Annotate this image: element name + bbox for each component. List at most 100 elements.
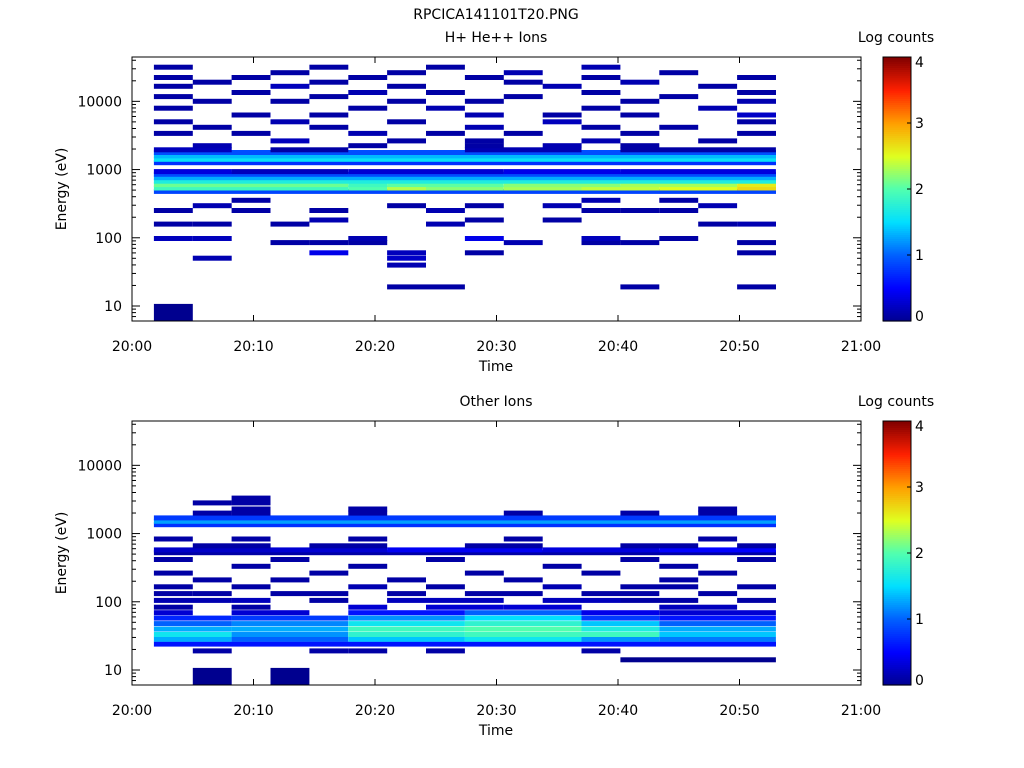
colorbar-segment [883, 460, 911, 463]
heatmap-cell [503, 510, 543, 516]
colorbar-segment [883, 610, 911, 614]
colorbar-segment [883, 240, 911, 244]
heatmap-cell [309, 597, 349, 603]
heatmap-cell [309, 208, 349, 213]
colorbar: 0 1 2 3 4 [882, 419, 924, 689]
colorbar-segment [883, 281, 911, 285]
heatmap-cell [464, 112, 504, 118]
heatmap-cell [464, 636, 582, 642]
heatmap-cell [270, 138, 310, 144]
heatmap-cell [698, 510, 738, 516]
heatmap-cell [387, 597, 504, 603]
heatmap-cell [426, 584, 465, 590]
heatmap-cell [387, 577, 426, 583]
colorbar-segment [883, 596, 911, 599]
colorbar-segment [883, 526, 911, 529]
colorbar-segment [883, 503, 911, 507]
heatmap-cell [503, 185, 582, 191]
heatmap-cell [153, 188, 776, 194]
colorbar-tick-label: 1 [915, 612, 924, 628]
colorbar-segment [883, 443, 911, 447]
colorbar-segment [883, 170, 911, 174]
colorbar-segment [883, 627, 911, 630]
colorbar-segment [883, 277, 911, 281]
heatmap-cell [309, 112, 349, 118]
colorbar-segment [883, 246, 911, 250]
heatmap-cell [659, 626, 776, 632]
colorbar-tick-label: 3 [915, 480, 924, 496]
colorbar-segment [883, 433, 911, 437]
colorbar-segment [883, 265, 911, 268]
heatmap-cell [659, 621, 776, 627]
heatmap-cell [542, 217, 582, 223]
colorbar-segment [883, 98, 911, 101]
colorbar-segment [883, 288, 911, 291]
heatmap-cell [348, 536, 388, 542]
heatmap-cell [348, 604, 388, 610]
colorbar-segment [883, 195, 911, 198]
heatmap-cell [581, 591, 660, 597]
colorbar-segment [883, 652, 911, 655]
colorbar-segment [883, 125, 911, 128]
heatmap-cell [620, 597, 699, 603]
heatmap-cell [659, 236, 699, 241]
colorbar-segment [883, 275, 911, 279]
colorbar-segment [883, 501, 911, 505]
colorbar-segment [883, 273, 911, 277]
heatmap-cell [192, 591, 232, 597]
heatmap-cell [620, 657, 776, 663]
colorbar-segment [883, 458, 911, 461]
heatmap-cell [153, 119, 193, 125]
colorbar-segment [883, 222, 911, 225]
colorbar-tick-label: 3 [915, 116, 924, 132]
colorbar-segment [883, 244, 911, 248]
x-tick-label: 20:10 [233, 703, 273, 719]
colorbar-segment [883, 491, 911, 494]
colorbar-segment [883, 100, 911, 103]
colorbar-segment [883, 143, 911, 147]
colorbar-segment [883, 662, 911, 665]
colorbar-segment [883, 487, 911, 490]
colorbar-segment [883, 536, 911, 540]
colorbar-segment [883, 592, 911, 595]
colorbar-tick-label: 2 [915, 546, 924, 562]
heatmap-cell [153, 518, 776, 524]
colorbar-segment [883, 462, 911, 465]
colorbar-segment [883, 664, 911, 668]
colorbar-tick-label: 2 [915, 182, 924, 198]
colorbar-segment [883, 308, 911, 312]
colorbar-segment [883, 476, 911, 480]
heatmap-cell [581, 138, 621, 144]
heatmap-cell [464, 543, 543, 549]
colorbar-segment [883, 588, 911, 591]
colorbar-segment [883, 232, 911, 235]
colorbar-segment [883, 497, 911, 500]
colorbar-segment [883, 250, 911, 254]
colorbar-segment [883, 279, 911, 283]
heatmap-cell [503, 94, 543, 100]
heatmap-cell [348, 185, 388, 191]
heatmap-cell [153, 208, 193, 213]
colorbar-segment [883, 682, 911, 686]
colorbar-segment [883, 310, 911, 314]
heatmap-cell [426, 105, 465, 111]
heatmap-cell [153, 632, 232, 637]
colorbar-segment [883, 300, 911, 304]
y-tick-label: 1000 [86, 163, 122, 179]
colorbar-segment [883, 672, 911, 676]
colorbar-segment [883, 528, 911, 531]
heatmap-cell [426, 648, 465, 654]
colorbar-segment [883, 292, 911, 295]
colorbar-segment [883, 92, 911, 95]
heatmap-cell [231, 90, 271, 95]
heatmap-cell [387, 547, 543, 553]
colorbar-segment [883, 513, 911, 517]
heatmap-cell [581, 208, 621, 213]
heatmap-cell [153, 626, 232, 632]
colorbar-segment [883, 495, 911, 498]
heatmap-cell [581, 636, 660, 642]
y-tick-label: 10 [104, 663, 122, 679]
heatmap-cell [464, 591, 543, 597]
heatmap-cell [153, 604, 193, 610]
y-axis-label: Energy (eV) [54, 512, 70, 595]
